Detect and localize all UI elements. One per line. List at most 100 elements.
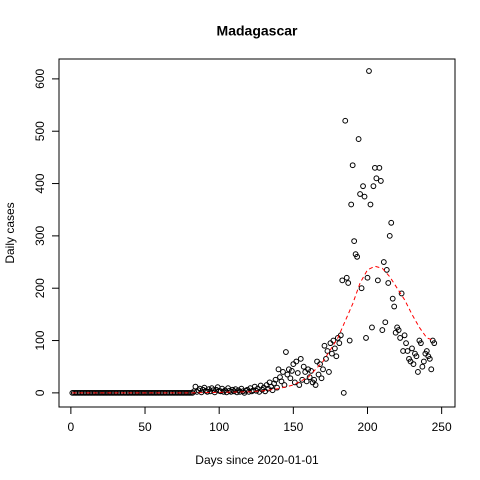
data-point	[361, 193, 368, 200]
data-point	[431, 340, 438, 347]
data-point	[385, 280, 392, 286]
data-point	[343, 274, 350, 281]
data-point	[358, 285, 365, 292]
data-point	[426, 355, 433, 362]
data-point	[376, 164, 383, 171]
data-point	[354, 253, 361, 260]
data-point	[320, 366, 326, 373]
x-tick-label: 250	[432, 420, 452, 434]
data-point	[423, 348, 430, 354]
data-point	[363, 335, 369, 341]
data-point	[351, 238, 358, 245]
x-tick-label: 0	[68, 420, 75, 434]
data-point	[409, 345, 415, 352]
data-point	[283, 349, 289, 355]
data-point	[360, 183, 366, 190]
data-point	[336, 340, 343, 347]
data-point	[398, 290, 405, 297]
data-point	[192, 383, 199, 390]
x-tick-label: 50	[138, 420, 152, 434]
y-tick-label: 200	[33, 278, 47, 298]
data-point	[321, 342, 328, 349]
data-point	[312, 382, 319, 388]
data-point	[403, 340, 409, 347]
data-point	[326, 369, 332, 375]
y-tick-label: 0	[33, 389, 47, 396]
data-point	[315, 371, 322, 378]
data-point	[397, 335, 404, 341]
data-point	[328, 350, 335, 357]
data-point	[271, 380, 277, 387]
plot-box	[58, 58, 456, 408]
data-point	[293, 358, 300, 365]
data-point	[348, 201, 355, 208]
data-point	[339, 277, 346, 284]
data-point	[374, 277, 381, 284]
data-point	[311, 376, 318, 383]
x-axis-label: Days since 2020-01-01	[195, 453, 319, 467]
data-point	[268, 383, 274, 390]
data-point	[391, 303, 398, 310]
data-point	[415, 369, 421, 375]
data-point	[389, 295, 396, 302]
data-point	[340, 389, 347, 396]
data-point	[242, 387, 249, 394]
data-point	[287, 375, 294, 382]
data-point	[318, 375, 325, 382]
y-tick-label: 400	[33, 173, 47, 193]
data-point	[395, 327, 402, 333]
data-point	[297, 355, 304, 362]
y-tick-label: 100	[33, 330, 47, 350]
data-point	[419, 363, 426, 370]
data-point	[219, 385, 226, 392]
data-point	[355, 136, 362, 142]
data-point	[323, 355, 329, 362]
y-axis-label: Daily cases	[3, 202, 17, 263]
data-point	[300, 363, 307, 370]
y-tick-label: 500	[33, 121, 47, 141]
data-point	[379, 327, 386, 333]
x-tick-label: 150	[283, 420, 303, 434]
data-point	[401, 332, 408, 339]
data-point	[366, 68, 372, 74]
y-tick-label: 300	[33, 226, 47, 246]
data-point	[305, 366, 312, 373]
data-point	[388, 219, 395, 226]
smooth-line	[72, 265, 435, 394]
data-point	[417, 340, 424, 347]
data-point	[333, 353, 340, 360]
data-point	[284, 371, 291, 378]
data-point	[288, 367, 295, 374]
data-point	[367, 201, 374, 208]
data-point	[428, 366, 435, 373]
data-point	[369, 324, 375, 331]
data-point	[278, 378, 285, 385]
data-point	[349, 162, 356, 169]
data-point	[272, 376, 279, 383]
data-point	[410, 361, 417, 367]
data-point	[370, 183, 377, 190]
data-point	[275, 366, 282, 373]
data-point	[280, 369, 286, 375]
data-point	[413, 353, 420, 360]
data-point	[357, 191, 363, 197]
data-point	[380, 259, 387, 265]
data-point	[382, 319, 389, 326]
data-point	[296, 382, 303, 388]
chart-title: Madagascar	[217, 23, 298, 39]
data-point	[274, 384, 280, 391]
data-point	[386, 232, 393, 239]
data-point	[331, 345, 338, 352]
data-point	[317, 361, 323, 367]
data-point	[294, 370, 301, 376]
data-point	[306, 374, 313, 381]
data-point	[229, 386, 236, 393]
data-point	[342, 117, 349, 124]
data-point	[345, 280, 352, 286]
data-point	[420, 358, 427, 365]
data-point	[330, 337, 337, 344]
data-point	[303, 378, 310, 385]
data-point	[346, 337, 353, 344]
